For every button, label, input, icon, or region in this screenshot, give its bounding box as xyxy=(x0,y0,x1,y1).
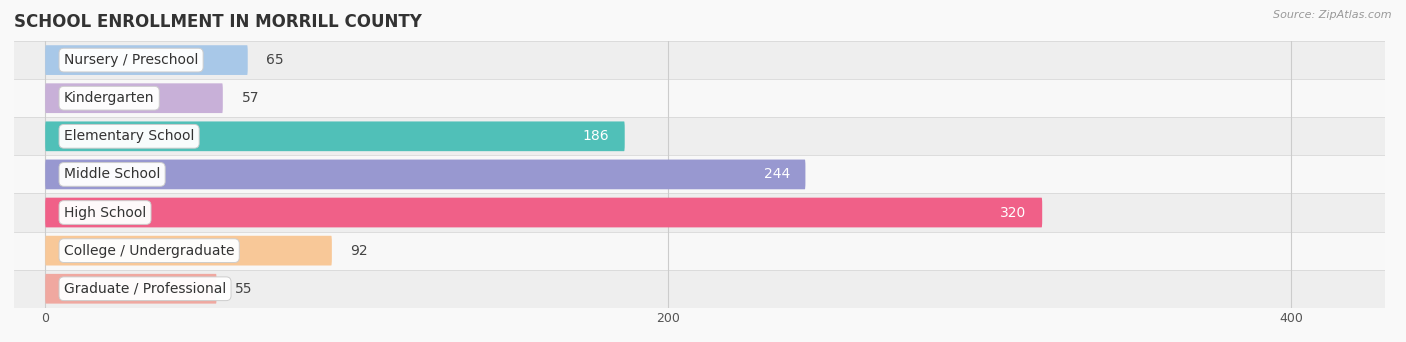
Text: Nursery / Preschool: Nursery / Preschool xyxy=(63,53,198,67)
Text: College / Undergraduate: College / Undergraduate xyxy=(63,244,235,258)
FancyBboxPatch shape xyxy=(14,194,1385,232)
Text: SCHOOL ENROLLMENT IN MORRILL COUNTY: SCHOOL ENROLLMENT IN MORRILL COUNTY xyxy=(14,13,422,31)
Text: Middle School: Middle School xyxy=(63,168,160,181)
FancyBboxPatch shape xyxy=(14,232,1385,270)
Text: 55: 55 xyxy=(235,282,253,296)
FancyBboxPatch shape xyxy=(45,198,1042,227)
FancyBboxPatch shape xyxy=(45,274,217,304)
Text: Kindergarten: Kindergarten xyxy=(63,91,155,105)
Text: 320: 320 xyxy=(1001,206,1026,220)
FancyBboxPatch shape xyxy=(45,160,806,189)
Text: High School: High School xyxy=(63,206,146,220)
Text: 186: 186 xyxy=(582,129,609,143)
Text: 57: 57 xyxy=(242,91,259,105)
FancyBboxPatch shape xyxy=(14,41,1385,79)
FancyBboxPatch shape xyxy=(45,83,222,113)
FancyBboxPatch shape xyxy=(14,155,1385,194)
Text: Elementary School: Elementary School xyxy=(63,129,194,143)
Text: 65: 65 xyxy=(266,53,284,67)
FancyBboxPatch shape xyxy=(14,79,1385,117)
FancyBboxPatch shape xyxy=(14,270,1385,308)
Text: 244: 244 xyxy=(763,168,790,181)
FancyBboxPatch shape xyxy=(45,236,332,265)
FancyBboxPatch shape xyxy=(45,121,624,151)
Text: 92: 92 xyxy=(350,244,368,258)
Text: Source: ZipAtlas.com: Source: ZipAtlas.com xyxy=(1274,10,1392,20)
Text: Graduate / Professional: Graduate / Professional xyxy=(63,282,226,296)
FancyBboxPatch shape xyxy=(14,117,1385,155)
FancyBboxPatch shape xyxy=(45,45,247,75)
